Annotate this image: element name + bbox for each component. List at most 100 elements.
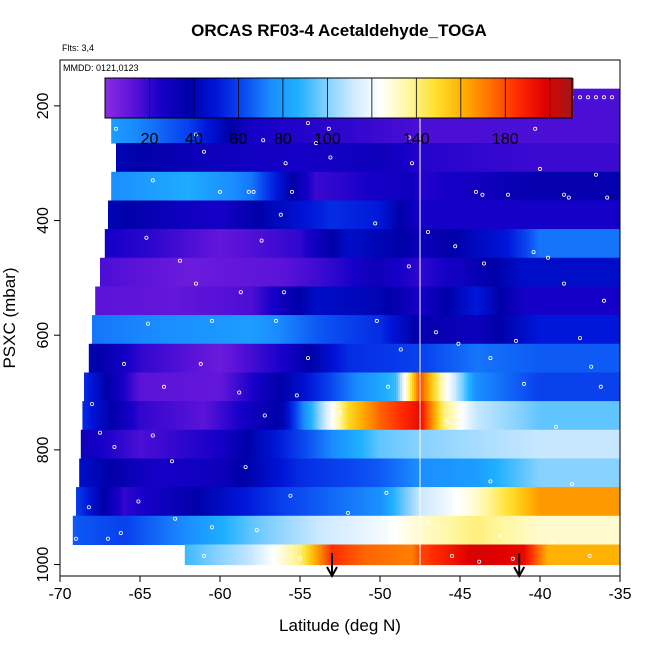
heat-cell: [467, 458, 470, 488]
heat-cell: [308, 229, 312, 259]
heat-cell: [413, 171, 416, 201]
heat-cell: [545, 458, 548, 488]
heat-cell: [568, 372, 571, 402]
heat-cell: [596, 200, 599, 230]
heat-cell: [238, 315, 241, 345]
heat-cell: [136, 487, 139, 517]
heat-cell: [223, 113, 226, 144]
heat-cell: [577, 113, 580, 144]
heat-cell: [326, 257, 329, 287]
heat-cell: [126, 143, 129, 173]
heat-cell: [586, 143, 589, 173]
heat-cell: [230, 257, 233, 287]
heat-cell: [478, 515, 482, 545]
heat-cell: [386, 229, 390, 259]
heat-cell: [149, 113, 152, 144]
heat-cell: [118, 257, 121, 287]
heat-cell: [442, 315, 445, 345]
heat-cell: [386, 200, 389, 230]
heat-cell: [598, 401, 601, 431]
colorbar-cell: [424, 78, 427, 118]
heat-cell: [304, 487, 307, 517]
heat-cell: [190, 429, 194, 459]
heat-cell: [308, 315, 311, 345]
heat-cell: [170, 200, 173, 230]
heat-cell: [498, 515, 502, 545]
heat-cell: [546, 143, 549, 173]
heat-cell: [530, 544, 534, 566]
heat-cell: [151, 458, 154, 488]
heat-cell: [472, 229, 476, 259]
heat-cell: [266, 257, 269, 287]
heat-cell: [453, 286, 456, 316]
heat-cell: [572, 143, 575, 173]
heat-cell: [378, 229, 382, 259]
heat-cell: [179, 286, 182, 316]
colorbar-cell: [390, 78, 392, 118]
heat-cell: [311, 286, 314, 316]
heat-cell: [350, 372, 353, 402]
heat-cell: [184, 401, 187, 431]
heat-cell: [552, 515, 556, 545]
heat-cell: [529, 171, 532, 201]
heat-cell: [192, 143, 195, 173]
heat-cell: [418, 487, 421, 517]
heat-cell: [250, 200, 253, 230]
heat-cell: [422, 429, 426, 459]
heat-cell: [579, 113, 582, 144]
heat-cell: [494, 229, 498, 259]
heat-cell: [221, 171, 224, 201]
colorbar-cell: [559, 78, 562, 118]
heat-cell: [250, 429, 254, 459]
heat-cell: [586, 229, 590, 259]
heat-cell: [312, 143, 315, 173]
heat-cell: [584, 88, 588, 114]
heat-cell: [268, 544, 272, 566]
heat-cell: [404, 343, 408, 373]
heat-cell: [546, 229, 550, 259]
sample-point: [254, 528, 259, 533]
heat-cell: [314, 143, 317, 173]
heat-cell: [586, 401, 589, 431]
heat-cell: [257, 458, 260, 488]
heat-cell: [447, 286, 450, 316]
heat-cell: [584, 515, 588, 545]
heat-cell: [530, 515, 534, 545]
heat-cell: [536, 143, 539, 173]
heat-cell: [100, 487, 103, 517]
heat-cell: [399, 458, 402, 488]
heat-cell: [82, 429, 86, 459]
heat-cell: [154, 487, 157, 517]
heat-cell: [279, 171, 282, 201]
heat-cell: [114, 429, 118, 459]
heat-cell: [363, 113, 366, 144]
heat-cell: [433, 113, 436, 144]
heat-cell: [406, 343, 410, 373]
heat-cell: [455, 171, 458, 201]
heat-cell: [426, 257, 429, 287]
heat-cell: [592, 143, 595, 173]
heat-cell: [328, 372, 331, 402]
heat-cell: [130, 372, 133, 402]
heat-cell: [476, 515, 480, 545]
heat-cell: [137, 113, 140, 144]
heat-cell: [332, 544, 336, 566]
heat-cell: [402, 487, 405, 517]
heat-cell: [515, 458, 518, 488]
heat-cell: [136, 200, 139, 230]
heat-cell: [424, 372, 427, 402]
heat-cell: [364, 487, 367, 517]
heat-cell: [300, 429, 304, 459]
heat-cell: [171, 458, 174, 488]
heat-cell: [235, 113, 238, 144]
heat-cell: [362, 544, 366, 566]
heat-cell: [436, 544, 440, 566]
heat-cell: [452, 429, 456, 459]
heat-cell: [280, 315, 283, 345]
heat-cell: [494, 372, 497, 402]
heat-cell: [484, 343, 488, 373]
heat-cell: [615, 458, 618, 488]
heat-cell: [282, 544, 286, 566]
heat-cell: [412, 200, 415, 230]
heat-cell: [204, 401, 207, 431]
